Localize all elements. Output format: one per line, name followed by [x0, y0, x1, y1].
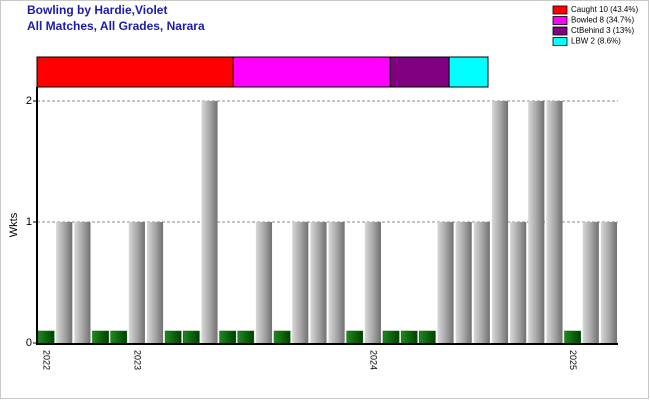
bar — [582, 222, 599, 343]
summary-segment — [36, 56, 234, 88]
x-tick-label: 2025 — [568, 350, 578, 370]
legend-label: Bowled 8 (34.7%) — [571, 16, 634, 25]
y-tick-label: 0 — [26, 337, 32, 349]
bar — [455, 222, 472, 343]
y-tick-label: 2 — [26, 95, 32, 107]
zero-bar — [219, 330, 236, 344]
chart-title: Bowling by Hardie,Violet — [27, 3, 167, 17]
zero-bar — [37, 330, 55, 344]
x-tick-label: 2024 — [369, 350, 379, 370]
bar — [473, 222, 490, 343]
summary-segment — [389, 56, 450, 88]
bar — [528, 101, 545, 343]
bar — [56, 222, 73, 343]
bar — [364, 222, 381, 343]
summary-segment — [232, 56, 391, 88]
zero-bar — [400, 330, 418, 344]
zero-bar — [164, 330, 182, 344]
x-tick-label: 2023 — [132, 350, 142, 370]
y-axis-label: Wkts — [8, 212, 20, 237]
zero-bar — [346, 330, 364, 344]
bar — [74, 222, 91, 343]
bar — [201, 101, 218, 343]
zero-bar — [92, 330, 109, 344]
bar — [546, 101, 563, 343]
bar — [128, 222, 145, 343]
bar — [491, 101, 509, 343]
legend-swatch — [552, 5, 568, 15]
bar — [437, 222, 454, 343]
zero-bar — [110, 330, 128, 344]
bar — [328, 222, 345, 343]
bar — [310, 222, 327, 343]
legend-swatch — [552, 37, 568, 46]
bar — [255, 222, 273, 343]
zero-bar — [564, 330, 581, 344]
zero-bar — [183, 330, 200, 344]
legend-label: CtBehind 3 (13%) — [571, 26, 634, 35]
bar — [600, 222, 617, 343]
bar — [146, 222, 164, 343]
zero-bar — [237, 330, 255, 344]
x-tick-label: 2022 — [42, 350, 52, 370]
summary-segment — [448, 56, 489, 88]
zero-bar — [273, 330, 291, 344]
zero-bar — [419, 330, 436, 344]
legend-label: LBW 2 (8.6%) — [571, 37, 621, 46]
legend-swatch — [552, 26, 568, 36]
zero-bar — [382, 330, 400, 344]
bar — [510, 222, 527, 343]
chart-subtitle: All Matches, All Grades, Narara — [27, 19, 205, 33]
y-tick-label: 1 — [26, 216, 32, 228]
legend-swatch — [552, 16, 568, 25]
bar — [292, 222, 309, 343]
legend-label: Caught 10 (43.4%) — [571, 5, 638, 14]
